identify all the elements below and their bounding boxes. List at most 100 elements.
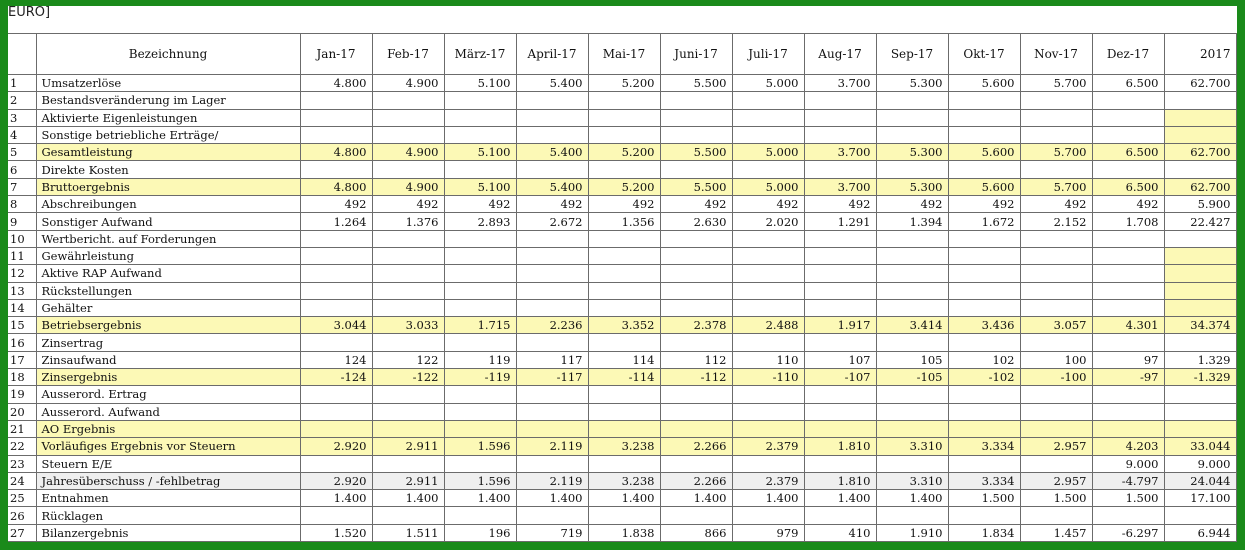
month-value-cell — [731, 454, 805, 473]
month-value-cell: 6.500 — [1091, 143, 1165, 162]
month-value-cell — [1091, 419, 1165, 439]
month-value-cell — [947, 160, 1021, 179]
month-value-cell: 1.708 — [1091, 212, 1165, 231]
row-number: 7 — [8, 177, 37, 197]
month-value-cell — [947, 264, 1021, 283]
year-total-cell — [1163, 108, 1237, 127]
month-value-cell: 492 — [443, 195, 517, 214]
month-value-cell — [659, 246, 733, 266]
month-value-cell — [659, 229, 733, 248]
month-value-cell — [731, 160, 805, 179]
month-value-cell — [803, 160, 877, 179]
month-value-cell — [803, 125, 877, 145]
month-value-cell — [1091, 402, 1165, 421]
row-label: Betriebsergebnis — [35, 316, 301, 335]
month-value-cell: 3.334 — [947, 437, 1021, 456]
row-label: Zinsergebnis — [35, 368, 301, 387]
month-value-cell: 1.400 — [659, 489, 733, 508]
month-value-cell: 2.911 — [371, 471, 445, 491]
row-label: Zinsaufwand — [35, 350, 301, 370]
row-number: 5 — [8, 143, 37, 162]
row-label: Gewährleistung — [35, 246, 301, 266]
table-row: 20 Ausserord. Aufwand — [8, 402, 1237, 421]
month-value-cell: -6.297 — [1091, 523, 1165, 542]
month-value-cell: 119 — [443, 350, 517, 370]
table-row: 24 Jahresüberschuss / -fehlbetrag 2.920 2.9… — [8, 471, 1237, 491]
month-value-cell: -100 — [1019, 368, 1093, 387]
month-value-cell: 1.291 — [803, 212, 877, 231]
month-value-cell — [299, 108, 373, 127]
month-value-cell — [515, 385, 589, 404]
month-value-cell — [371, 246, 445, 266]
table-row: 8 Abschreibungen 492 492 492 492 492 492 492 492 4… — [8, 195, 1237, 214]
month-value-cell: 5.000 — [731, 143, 805, 162]
month-value-cell: 3.352 — [587, 316, 661, 335]
month-value-cell — [875, 91, 949, 110]
header-month-cell: Aug-17 — [803, 33, 877, 75]
month-value-cell: 2.893 — [443, 212, 517, 231]
month-value-cell — [299, 281, 373, 300]
year-total-cell: 9.000 — [1163, 454, 1237, 473]
month-value-cell — [731, 281, 805, 300]
month-value-cell: 1.400 — [803, 489, 877, 508]
row-number: 16 — [8, 333, 37, 352]
month-value-cell: 6.500 — [1091, 73, 1165, 93]
month-value-cell: 1.910 — [875, 523, 949, 542]
month-value-cell — [659, 506, 733, 525]
month-value-cell — [371, 402, 445, 421]
month-value-cell — [587, 506, 661, 525]
month-value-cell — [803, 281, 877, 300]
month-value-cell — [659, 333, 733, 352]
row-label: Steuern E/E — [35, 454, 301, 473]
row-label: Ausserord. Ertrag — [35, 385, 301, 404]
month-value-cell — [371, 229, 445, 248]
month-value-cell — [299, 125, 373, 145]
month-value-cell: 102 — [947, 350, 1021, 370]
month-value-cell: 3.238 — [587, 471, 661, 491]
month-value-cell — [731, 333, 805, 352]
month-value-cell: 1.400 — [515, 489, 589, 508]
month-value-cell: 3.310 — [875, 471, 949, 491]
month-value-cell: 100 — [1019, 350, 1093, 370]
row-number: 2 — [8, 91, 37, 110]
month-value-cell — [515, 246, 589, 266]
month-value-cell — [443, 402, 517, 421]
month-value-cell — [803, 108, 877, 127]
spreadsheet: EURO] Bezeichnung Jan-17 Feb-17 März-17 Apri… — [8, 6, 1237, 542]
month-value-cell — [515, 506, 589, 525]
month-value-cell: 97 — [1091, 350, 1165, 370]
month-value-cell: 5.600 — [947, 143, 1021, 162]
year-total-cell — [1163, 506, 1237, 525]
month-value-cell: 1.400 — [299, 489, 373, 508]
month-value-cell — [659, 402, 733, 421]
table-row: 26 Rücklagen — [8, 506, 1237, 525]
month-value-cell — [371, 108, 445, 127]
month-value-cell: 4.800 — [299, 143, 373, 162]
month-value-cell — [371, 506, 445, 525]
month-value-cell: 3.700 — [803, 177, 877, 197]
month-value-cell: 5.600 — [947, 73, 1021, 93]
year-total-cell — [1163, 281, 1237, 300]
month-value-cell — [371, 454, 445, 473]
month-value-cell — [515, 298, 589, 318]
month-value-cell — [803, 246, 877, 266]
row-number: 8 — [8, 195, 37, 214]
month-value-cell — [1091, 333, 1165, 352]
month-value-cell: -124 — [299, 368, 373, 387]
month-value-cell: 5.300 — [875, 143, 949, 162]
month-value-cell — [947, 506, 1021, 525]
table-row: 13 Rückstellungen — [8, 281, 1237, 300]
row-number: 15 — [8, 316, 37, 335]
year-total-cell — [1163, 229, 1237, 248]
month-value-cell: 5.000 — [731, 73, 805, 93]
month-value-cell: 4.800 — [299, 177, 373, 197]
month-value-cell: 4.301 — [1091, 316, 1165, 335]
row-number: 10 — [8, 229, 37, 248]
month-value-cell: 5.100 — [443, 177, 517, 197]
month-value-cell — [731, 298, 805, 318]
month-value-cell — [299, 506, 373, 525]
month-value-cell — [443, 454, 517, 473]
month-value-cell — [587, 385, 661, 404]
month-value-cell — [1019, 333, 1093, 352]
month-value-cell: 492 — [299, 195, 373, 214]
